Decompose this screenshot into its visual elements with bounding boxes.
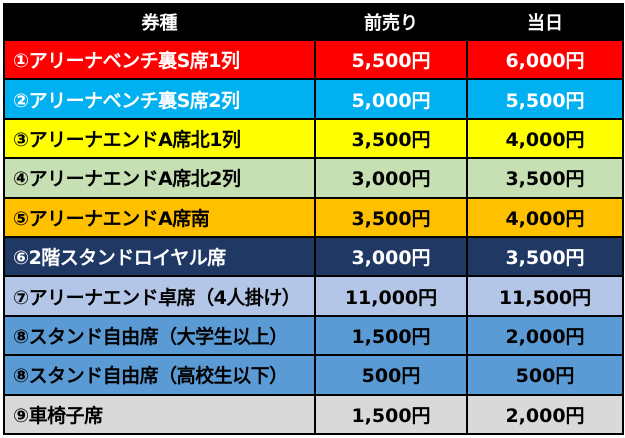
- advance-price: 3,500円: [314, 196, 468, 238]
- ticket-name: ②アリーナベンチ裏S席2列: [3, 78, 316, 120]
- door-price: 4,000円: [466, 117, 624, 160]
- door-price: 2,000円: [466, 393, 624, 436]
- door-price: 4,000円: [466, 196, 624, 238]
- table-row: ⑨車椅子席 1,500円 2,000円: [3, 393, 624, 436]
- advance-price: 3,000円: [314, 235, 468, 278]
- table-row: ⑤アリーナエンドA席南 3,500円 4,000円: [3, 196, 624, 238]
- ticket-name: ⑥2階スタンドロイヤル席: [3, 235, 316, 278]
- ticket-name: ④アリーナエンドA席北2列: [3, 157, 316, 199]
- advance-price: 5,500円: [314, 38, 468, 81]
- ticket-name: ⑨車椅子席: [3, 393, 316, 436]
- header-door-price: 当日: [466, 3, 624, 41]
- ticket-name: ①アリーナベンチ裏S席1列: [3, 38, 316, 81]
- door-price: 3,500円: [466, 235, 624, 278]
- table-row: ⑥2階スタンドロイヤル席 3,000円 3,500円: [3, 235, 624, 278]
- door-price: 500円: [466, 354, 624, 396]
- table-row: ②アリーナベンチ裏S席2列 5,000円 5,500円: [3, 78, 624, 120]
- door-price: 5,500円: [466, 78, 624, 120]
- table-row: ④アリーナエンドA席北2列 3,000円 3,500円: [3, 157, 624, 199]
- ticket-name: ⑤アリーナエンドA席南: [3, 196, 316, 238]
- table-row: ⑧スタンド自由席（高校生以下） 500円 500円: [3, 354, 624, 396]
- advance-price: 1,500円: [314, 393, 468, 436]
- header-advance-price: 前売り: [314, 3, 468, 41]
- advance-price: 3,500円: [314, 117, 468, 160]
- table-row: ⑦アリーナエンド卓席（4人掛け） 11,000円 11,500円: [3, 275, 624, 317]
- ticket-name: ③アリーナエンドA席北1列: [3, 117, 316, 160]
- table-row: ⑧スタンド自由席（大学生以上） 1,500円 2,000円: [3, 314, 624, 357]
- door-price: 2,000円: [466, 314, 624, 357]
- door-price: 6,000円: [466, 38, 624, 81]
- advance-price: 11,000円: [314, 275, 468, 317]
- door-price: 3,500円: [466, 157, 624, 199]
- door-price: 11,500円: [466, 275, 624, 317]
- ticket-name: ⑦アリーナエンド卓席（4人掛け）: [3, 275, 316, 317]
- header-row: 券種 前売り 当日: [3, 3, 624, 41]
- ticket-name: ⑧スタンド自由席（大学生以上）: [3, 314, 316, 357]
- advance-price: 500円: [314, 354, 468, 396]
- advance-price: 1,500円: [314, 314, 468, 357]
- table-row: ①アリーナベンチ裏S席1列 5,500円 6,000円: [3, 38, 624, 81]
- advance-price: 3,000円: [314, 157, 468, 199]
- ticket-name: ⑧スタンド自由席（高校生以下）: [3, 354, 316, 396]
- header-ticket-type: 券種: [3, 3, 316, 41]
- advance-price: 5,000円: [314, 78, 468, 120]
- ticket-price-table: 券種 前売り 当日 ①アリーナベンチ裏S席1列 5,500円 6,000円 ②ア…: [3, 3, 624, 436]
- table-row: ③アリーナエンドA席北1列 3,500円 4,000円: [3, 117, 624, 160]
